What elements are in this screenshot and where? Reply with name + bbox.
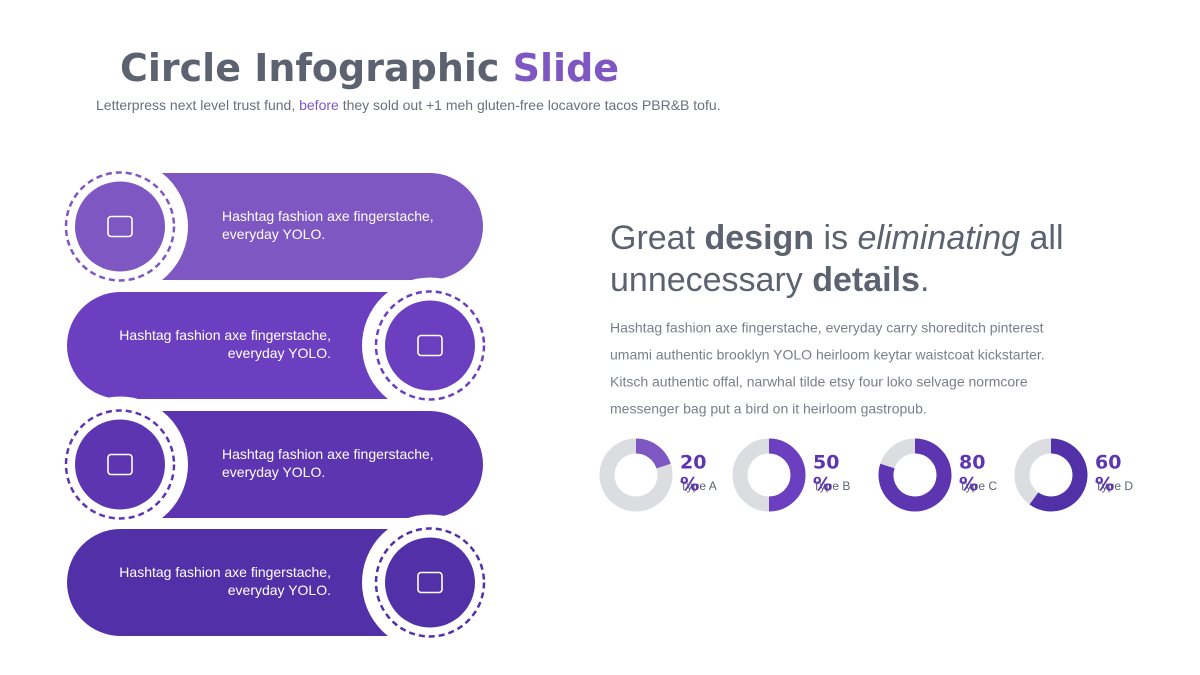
quote-line: unnecessary details. [610,261,929,299]
icon-dash [374,527,486,638]
donut-label: Type D [1095,479,1133,493]
title: Circle Infographic Slide [120,46,619,90]
donut-arc [768,438,806,512]
item-text: everyday YOLO. [222,464,325,480]
subtitle-accent: before [299,97,339,113]
subtitle-part: they sold out +1 meh gluten-free locavor… [339,97,721,113]
paragraph-line: umami authentic brooklyn YOLO heirloom k… [610,347,1045,363]
pill [67,529,430,636]
quote-part: design [704,219,814,257]
item-text: everyday YOLO. [228,582,331,598]
donut-label: Type A [680,479,717,493]
quote-part: is [814,219,857,257]
paragraph-line: messenger bag put a bird on it heirloom … [610,401,927,417]
icon-dash [374,290,486,401]
donut-label: Type B [813,479,850,493]
donut-arc [1029,438,1088,512]
icon [107,453,133,476]
item-text: everyday YOLO. [228,345,331,361]
pill [120,173,483,280]
pill [67,292,430,399]
icon-dash [64,171,176,282]
icon [417,571,443,594]
icon-disc [75,181,165,272]
donut-arc [635,438,671,469]
donut-unit: % [959,474,978,496]
quote-part: eliminating [858,219,1021,257]
pill [120,411,483,518]
donut-value: 60 [1095,452,1121,474]
item-text: Hashtag fashion axe fingerstache, [119,327,331,343]
subtitle: Letterpress next level trust fund, befor… [96,97,721,113]
donut-arc [878,438,952,512]
quote-part: Great [610,219,704,257]
icon-dash [64,409,176,520]
title-part: Circle Infographic [120,46,513,90]
donut-value: 80 [959,452,985,474]
item-text: Hashtag fashion axe fingerstache, [222,208,434,224]
donut-unit: % [813,474,832,496]
icon-disc [385,300,475,391]
paragraph-line: Kitsch authentic offal, narwhal tilde et… [610,374,1028,390]
quote-part: all [1020,219,1063,257]
donut-unit: % [680,474,699,496]
title-accent: Slide [513,46,619,90]
icon [417,334,443,357]
icon-disc [385,537,475,628]
subtitle-part: Letterpress next level trust fund, [96,97,299,113]
icon-disc [75,419,165,510]
quote-line: Great design is eliminating all [610,219,1064,257]
donut-value: 50 [813,452,839,474]
donut-label: Type C [959,479,997,493]
quote-part: . [920,261,929,299]
item-text: Hashtag fashion axe fingerstache, [222,446,434,462]
paragraph-line: Hashtag fashion axe fingerstache, everyd… [610,320,1044,336]
donut-value: 20 [680,452,706,474]
quote-part: unnecessary [610,261,812,299]
donut-unit: % [1095,474,1114,496]
quote-part: details [812,261,920,299]
item-text: everyday YOLO. [222,226,325,242]
item-text: Hashtag fashion axe fingerstache, [119,564,331,580]
icon [107,215,133,238]
